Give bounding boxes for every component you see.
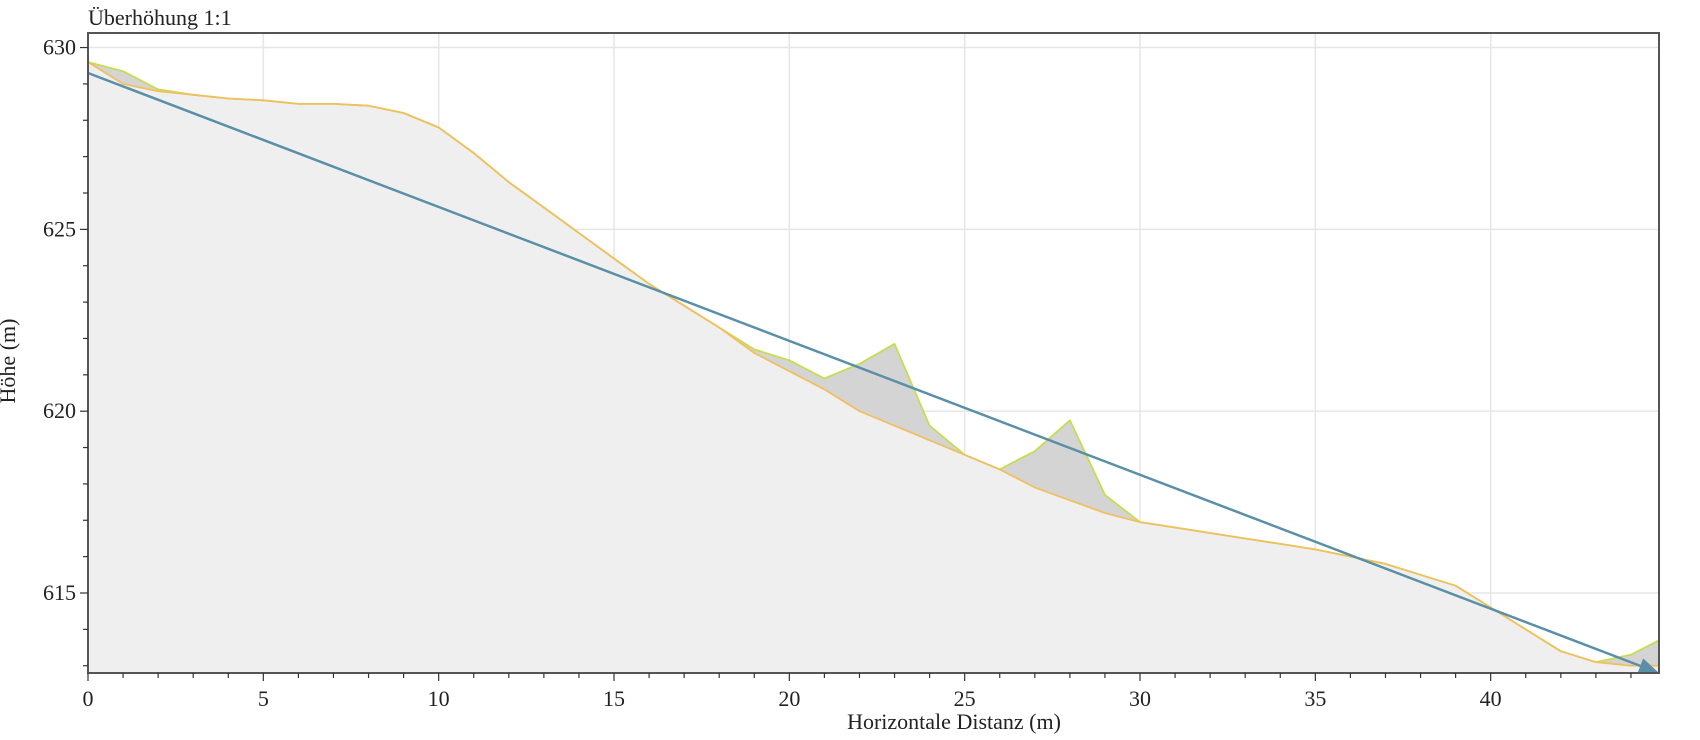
trajectory-line: [87, 71, 1641, 668]
line-layer: [87, 61, 1660, 674]
y-tick-label-615: 615: [43, 580, 76, 605]
x-tick-label-15: 15: [603, 686, 625, 711]
x-tick-label-25: 25: [954, 686, 976, 711]
y-tick-label-620: 620: [43, 398, 76, 423]
y-tick-label-630: 630: [43, 35, 76, 60]
x-axis-title: Horizontale Distanz (m): [847, 709, 1061, 734]
x-tick-label-5: 5: [258, 686, 269, 711]
terrain-area: [88, 62, 1659, 674]
terrain-line: [87, 61, 1659, 667]
plot-frame: [87, 32, 1660, 674]
y-axis-title: Höhe (m): [0, 319, 20, 404]
area-layer: [88, 62, 1659, 674]
tick-layer: 0 5 10 15 20 25 30 35 40 615 620 625 630: [43, 35, 1632, 711]
corner-label: Überhöhung 1:1: [88, 5, 232, 30]
x-tick-label-0: 0: [83, 686, 94, 711]
y-tick-label-625: 625: [43, 216, 76, 241]
trajectory-arrowhead: [1637, 658, 1659, 674]
x-tick-label-35: 35: [1304, 686, 1326, 711]
x-tick-label-40: 40: [1480, 686, 1502, 711]
x-tick-label-30: 30: [1129, 686, 1151, 711]
x-tick-label-10: 10: [428, 686, 450, 711]
x-tick-label-20: 20: [778, 686, 800, 711]
